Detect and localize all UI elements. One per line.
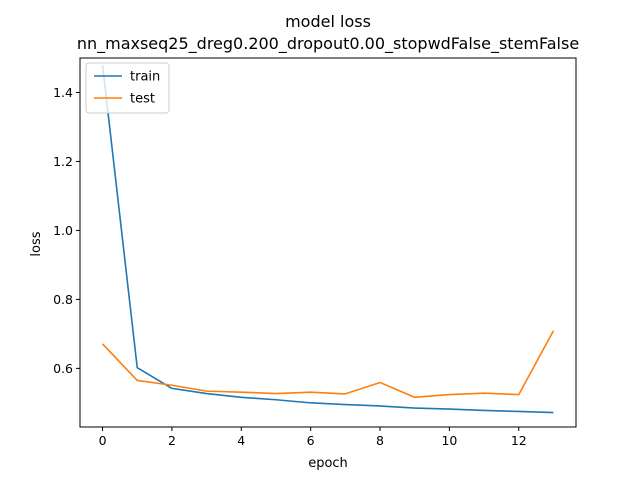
- x-tick-label: 6: [307, 433, 315, 448]
- chart-title: model loss: [285, 12, 371, 31]
- x-axis-label: epoch: [308, 456, 348, 471]
- x-tick-label: 4: [237, 433, 245, 448]
- x-tick-label: 10: [441, 433, 457, 448]
- series-line-test: [101, 330, 555, 399]
- y-tick-label: 1.2: [53, 154, 73, 169]
- y-axis-ticks: 0.6 0.8 1.0 1.2 1.4: [53, 85, 80, 376]
- y-tick-label: 1.0: [53, 223, 73, 238]
- x-tick-label: 0: [99, 433, 107, 448]
- series-lines: [101, 64, 555, 414]
- y-tick-label: 1.4: [53, 85, 73, 100]
- x-tick-label: 8: [376, 433, 384, 448]
- plot-background: [80, 58, 576, 427]
- series-line-train: [101, 64, 554, 414]
- y-tick-label: 0.6: [53, 361, 73, 376]
- x-tick-label: 2: [168, 433, 176, 448]
- y-axis-label: loss: [29, 231, 44, 256]
- plot-frame: [79, 57, 577, 428]
- x-axis-ticks: 0 2 4 6 8 10 12: [99, 427, 527, 448]
- legend-label-test: test: [130, 92, 155, 107]
- legend: train test: [85, 62, 170, 114]
- legend-label-train: train: [130, 70, 160, 85]
- y-tick-label: 0.8: [53, 292, 73, 307]
- x-tick-label: 12: [511, 433, 527, 448]
- plot-area: [80, 58, 576, 427]
- chart-subtitle: nn_maxseq25_dreg0.200_dropout0.00_stopwd…: [77, 34, 579, 54]
